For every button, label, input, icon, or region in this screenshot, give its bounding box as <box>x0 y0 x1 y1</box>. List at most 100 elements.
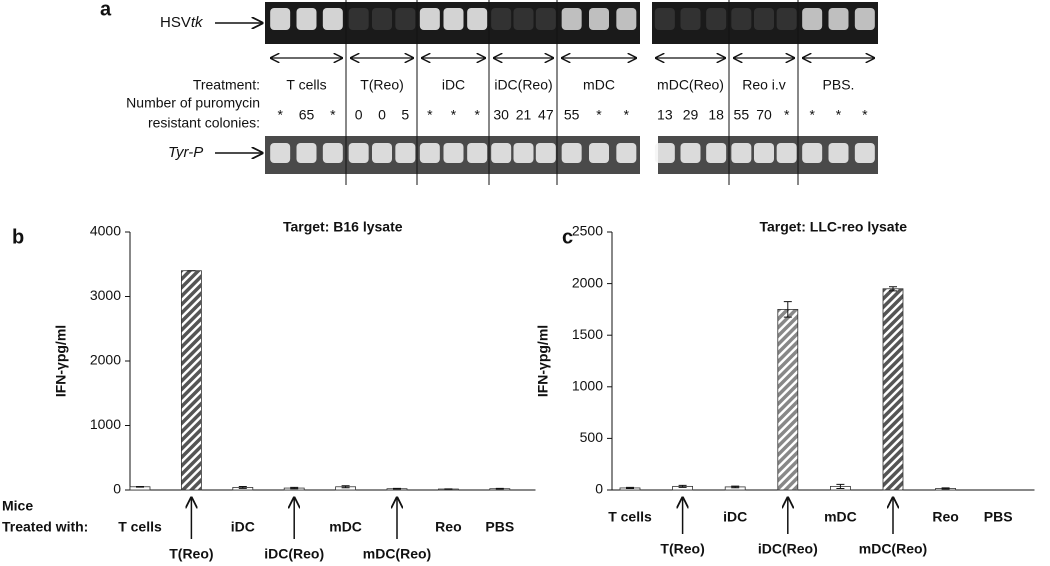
colony-count: 18 <box>708 107 724 123</box>
y-tick-label: 500 <box>580 429 604 445</box>
error-bar <box>678 484 687 488</box>
y-tick-label: 2500 <box>572 223 603 239</box>
gel-band <box>731 143 752 163</box>
y-axis-label: IFN-γpg/ml <box>535 325 551 397</box>
colony-count: 29 <box>683 107 699 123</box>
colony-count: 65 <box>299 107 315 123</box>
x-tick-label: Reo <box>932 509 958 525</box>
colony-count: * <box>836 107 842 123</box>
error-bar <box>238 485 247 489</box>
gel-band <box>535 143 556 163</box>
colony-count: 30 <box>493 107 509 123</box>
gene-label-italic: tk <box>191 14 204 31</box>
x-tick-label: T(Reo) <box>660 541 704 557</box>
bar <box>777 308 799 491</box>
error-bar <box>393 487 401 490</box>
x-tick-label: mDC(Reo) <box>363 546 431 562</box>
gel-band <box>706 8 727 30</box>
gel-band <box>561 143 582 163</box>
error-bar <box>341 485 350 489</box>
error-bar <box>889 286 897 292</box>
gel-band <box>616 143 637 163</box>
y-tick-label: 1000 <box>90 416 121 432</box>
x-tick-label: iDC <box>231 519 255 535</box>
gel-band <box>654 143 675 163</box>
x-tick-label: iDC(Reo) <box>758 541 818 557</box>
gel-band <box>443 8 464 30</box>
colony-count: * <box>809 107 815 123</box>
colony-count: * <box>624 107 630 123</box>
error-bar <box>626 486 634 489</box>
colony-count: 0 <box>355 107 363 123</box>
gel-band <box>491 8 512 30</box>
gel-band <box>419 8 440 30</box>
y-tick-label: 2000 <box>572 274 603 290</box>
x-tick-label: T(Reo) <box>169 546 213 562</box>
x-tick-label: mDC <box>329 519 362 535</box>
gel-band <box>296 143 317 163</box>
gel-band <box>322 8 343 30</box>
gel-band <box>828 143 849 163</box>
gel-band <box>654 8 675 30</box>
error-bar <box>941 487 950 490</box>
gel-band <box>270 8 291 30</box>
gel-band <box>513 8 534 30</box>
group-label: mDC <box>583 77 615 93</box>
colony-count: 13 <box>657 107 673 123</box>
x-tick-label: PBS <box>485 519 514 535</box>
gel-band <box>854 143 875 163</box>
gel-band <box>296 8 317 30</box>
treatment-label: Treatment: <box>193 77 260 93</box>
y-tick-label: 2000 <box>90 352 121 368</box>
gene-label: HSVtk <box>160 14 204 31</box>
gel-band <box>754 143 774 163</box>
gel-band <box>754 8 774 30</box>
group-label: T cells <box>286 77 326 93</box>
gel-band <box>680 8 701 30</box>
group-label: Reo i.v <box>742 77 786 93</box>
panel-label: b <box>12 226 24 248</box>
colony-count: * <box>784 107 790 123</box>
gel-band <box>348 8 369 30</box>
group-label: iDC <box>442 77 465 93</box>
panel-label: a <box>100 0 112 20</box>
gel-band <box>372 143 392 163</box>
group-label: T(Reo) <box>360 77 404 93</box>
y-tick-label: 4000 <box>90 223 121 239</box>
y-tick-label: 0 <box>595 481 603 497</box>
gel-band <box>372 8 392 30</box>
group-label: mDC(Reo) <box>657 77 724 93</box>
x-tick-label: iDC(Reo) <box>264 546 324 562</box>
gel-images <box>265 2 878 174</box>
colony-count: * <box>451 107 457 123</box>
gel-band <box>535 8 556 30</box>
x-tick-label: T cells <box>118 519 162 535</box>
colony-count: * <box>596 107 602 123</box>
group-label: PBS. <box>823 77 855 93</box>
gel-band <box>395 143 416 163</box>
y-tick-label: 0 <box>113 481 121 497</box>
gel-band <box>513 143 534 163</box>
y-axis-label: IFN-γpg/ml <box>53 325 69 397</box>
gel-band <box>348 143 369 163</box>
gel-band <box>467 8 488 30</box>
gel-band <box>270 143 291 163</box>
colonies-label: resistant colonies: <box>148 115 260 131</box>
bar <box>180 270 202 491</box>
gel-band <box>854 8 875 30</box>
chart-title: Target: B16 lysate <box>283 219 403 235</box>
gel-band <box>419 143 440 163</box>
colony-count: * <box>330 107 336 123</box>
colony-count: * <box>277 107 283 123</box>
gel-band <box>561 8 582 30</box>
colony-count: * <box>474 107 480 123</box>
colony-count: 70 <box>756 107 772 123</box>
colony-count: * <box>427 107 433 123</box>
y-tick-label: 1000 <box>572 378 603 394</box>
x-tick-label: mDC(Reo) <box>859 541 927 557</box>
bar <box>882 288 904 491</box>
x-axis-label: Mice <box>2 498 33 514</box>
x-tick-label: PBS <box>984 509 1013 525</box>
gel-band <box>802 8 823 30</box>
y-tick-label: 1500 <box>572 326 603 342</box>
